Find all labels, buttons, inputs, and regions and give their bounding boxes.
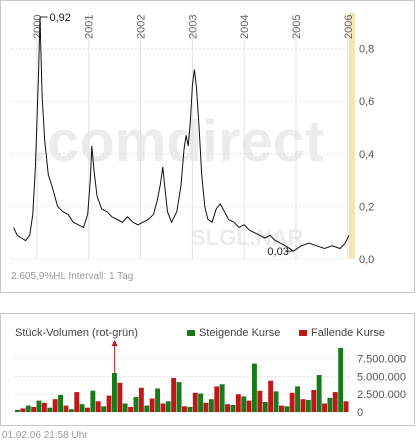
volume-bar xyxy=(311,390,317,412)
legend-swatch xyxy=(299,330,307,336)
volume-bar xyxy=(338,348,344,412)
y-tick-label: 2.500.000 xyxy=(357,389,406,401)
volume-bar xyxy=(85,407,90,412)
volume-bar xyxy=(155,388,160,412)
volume-bar xyxy=(343,401,349,412)
volume-bar xyxy=(106,395,112,412)
volume-bar xyxy=(182,406,187,412)
volume-bar xyxy=(241,396,247,412)
x-tick-label: 2002 xyxy=(136,15,148,39)
volume-bar xyxy=(225,404,230,412)
volume-chart-panel: Stück-Volumen (rot-grün) Steigende Kurse F… xyxy=(0,313,415,426)
volume-bar xyxy=(58,394,63,412)
volume-bar xyxy=(305,399,311,412)
x-tick-label: 2006 xyxy=(343,15,355,39)
volume-bar xyxy=(138,387,144,412)
volume-bar xyxy=(149,398,155,412)
volume-bar xyxy=(95,401,101,412)
volume-bar xyxy=(171,377,177,412)
x-tick-label: 2004 xyxy=(239,15,251,39)
price-chart-panel: .comdirect SLGL.NAR 2000 2001 2002 2003 2004 20… xyxy=(0,0,415,293)
volume-bar xyxy=(63,405,69,412)
x-tick-label: 2005 xyxy=(291,15,303,39)
volume-bar xyxy=(79,404,85,412)
volume-bar xyxy=(235,394,241,412)
volume-bar xyxy=(47,407,53,412)
volume-bar xyxy=(20,408,26,412)
timestamp: 01.02.06 21:58 Uhr xyxy=(2,430,88,441)
volume-bar xyxy=(41,402,47,412)
volume-bar xyxy=(268,380,274,412)
y-tick-label: 0,6 xyxy=(359,96,374,108)
volume-bar xyxy=(90,390,96,412)
volume-bar xyxy=(68,409,74,412)
volume-bar xyxy=(31,407,37,412)
watermark-logo: .comdirect xyxy=(31,109,324,174)
volume-bar xyxy=(262,402,268,412)
volume-bar xyxy=(74,392,80,412)
annotation-low: 0,03 xyxy=(267,246,288,258)
overflow-arrow-icon xyxy=(111,340,118,346)
volume-bar xyxy=(257,390,263,412)
x-tick-label: 2000 xyxy=(32,15,44,39)
volume-bar xyxy=(322,403,327,412)
y-tick-label: 0,0 xyxy=(359,254,374,266)
volume-bar xyxy=(128,407,133,412)
volume-bar xyxy=(15,409,20,412)
volume-bar xyxy=(122,403,128,412)
volume-bar xyxy=(214,386,220,412)
volume-bar xyxy=(300,399,306,412)
y-tick-label: 0,8 xyxy=(359,44,374,56)
volume-bar xyxy=(295,386,300,412)
legend-label: Steigende Kurse xyxy=(199,327,280,339)
volume-bar xyxy=(289,392,295,412)
stats-line: 2.605,9%HL Intervall: 1 Tag xyxy=(11,271,134,282)
volume-bar xyxy=(198,393,204,412)
volume-bar xyxy=(101,406,107,412)
volume-bar xyxy=(192,392,198,412)
volume-bar xyxy=(52,399,58,412)
y-tick-label: 5.000.000 xyxy=(357,371,406,383)
volume-bar xyxy=(160,403,166,412)
volume-bar xyxy=(230,404,236,412)
price-line xyxy=(13,16,350,252)
volume-bar xyxy=(203,402,209,412)
y-tick-label: 0,2 xyxy=(359,201,374,213)
volume-bar xyxy=(25,405,31,412)
y-tick-label: 7.500.000 xyxy=(357,354,406,366)
y-tick-label: 0,4 xyxy=(359,149,374,161)
volume-bar xyxy=(117,382,123,412)
volume-chart: Stück-Volumen (rot-grün) Steigende Kurse F… xyxy=(15,327,406,419)
volume-bar xyxy=(36,400,42,412)
x-tick-label: 2003 xyxy=(187,15,199,39)
x-tick-label: 2001 xyxy=(84,15,96,39)
current-period-band xyxy=(349,13,355,259)
volume-bar xyxy=(133,397,139,412)
volume-bar xyxy=(112,372,117,412)
volume-bar xyxy=(246,400,252,412)
volume-bar xyxy=(252,363,257,412)
volume-bar xyxy=(273,391,279,412)
volume-bar xyxy=(279,405,284,412)
volume-bar xyxy=(208,399,214,412)
volume-bar xyxy=(332,392,338,412)
legend-label: Fallende Kurse xyxy=(311,327,385,339)
y-tick-label: 0 xyxy=(357,407,363,419)
volume-bar xyxy=(316,375,322,412)
volume-bar xyxy=(176,382,182,412)
volume-bar xyxy=(327,397,333,412)
volume-bar xyxy=(187,407,193,412)
volume-title: Stück-Volumen (rot-grün) xyxy=(15,327,138,339)
volume-bar xyxy=(165,401,171,412)
volume-bar xyxy=(284,406,290,412)
volume-bar xyxy=(219,384,225,412)
volume-bar xyxy=(144,405,150,412)
legend-swatch xyxy=(187,330,195,336)
annotation-high: 0,92 xyxy=(50,12,71,24)
